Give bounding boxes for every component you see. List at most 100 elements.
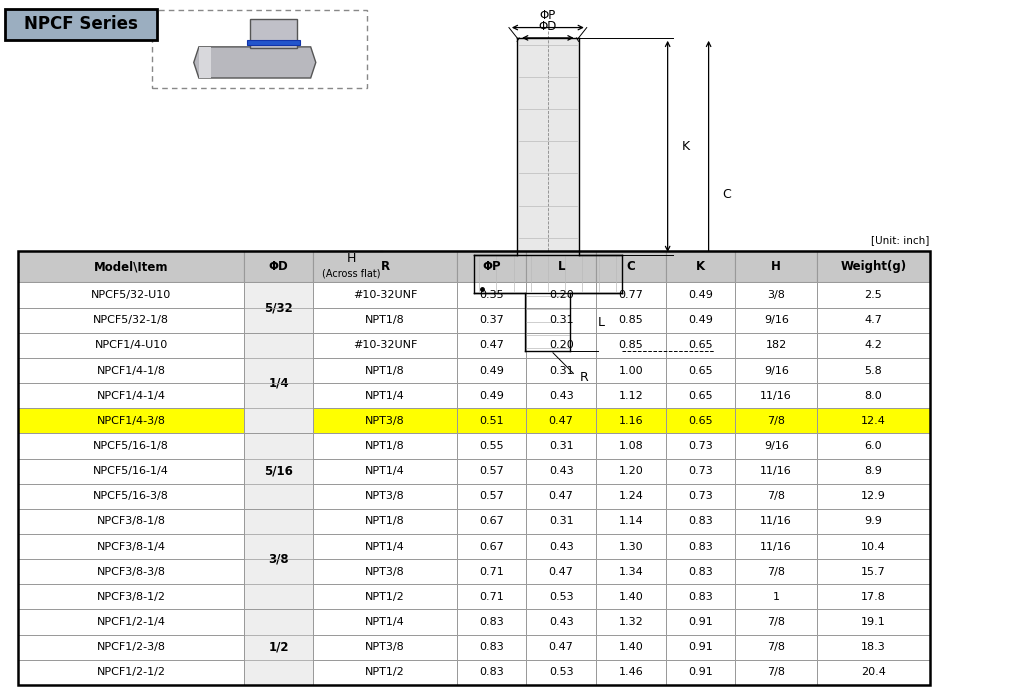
Bar bbox=[526, 610, 596, 635]
Text: 9/16: 9/16 bbox=[764, 365, 788, 376]
Bar bbox=[18, 358, 244, 383]
Text: 0.35: 0.35 bbox=[479, 290, 504, 300]
Text: 1.46: 1.46 bbox=[618, 667, 643, 677]
Bar bbox=[666, 408, 735, 433]
Text: 0.71: 0.71 bbox=[479, 566, 504, 577]
Bar bbox=[735, 408, 817, 433]
Bar bbox=[666, 534, 735, 559]
Text: NPCF5/32-U10: NPCF5/32-U10 bbox=[91, 290, 171, 300]
Text: 11/16: 11/16 bbox=[760, 466, 793, 476]
Bar bbox=[596, 660, 666, 685]
Bar bbox=[526, 433, 596, 459]
Bar bbox=[18, 383, 244, 408]
Bar bbox=[18, 635, 244, 660]
Bar bbox=[596, 459, 666, 484]
Text: 1.12: 1.12 bbox=[618, 391, 643, 401]
Text: 0.83: 0.83 bbox=[688, 516, 713, 526]
Bar bbox=[457, 559, 526, 584]
Bar bbox=[596, 610, 666, 635]
Text: 0.53: 0.53 bbox=[549, 592, 573, 602]
Bar bbox=[526, 534, 596, 559]
Text: 0.73: 0.73 bbox=[688, 441, 713, 451]
Bar bbox=[817, 660, 930, 685]
Bar bbox=[735, 333, 817, 358]
Text: 11/16: 11/16 bbox=[760, 542, 793, 552]
Text: 0.91: 0.91 bbox=[688, 667, 713, 677]
Bar bbox=[313, 559, 457, 584]
Text: 7/8: 7/8 bbox=[767, 491, 785, 502]
Text: NPCF5/16-1/8: NPCF5/16-1/8 bbox=[93, 441, 169, 451]
Text: 0.49: 0.49 bbox=[479, 365, 504, 376]
Bar bbox=[735, 635, 817, 660]
Text: NPT1/8: NPT1/8 bbox=[366, 365, 404, 376]
Bar bbox=[735, 484, 817, 508]
Text: 6.0: 6.0 bbox=[864, 441, 883, 451]
Text: #10-32UNF: #10-32UNF bbox=[353, 340, 417, 351]
Bar bbox=[244, 508, 313, 610]
Bar bbox=[244, 433, 313, 508]
Text: 1.14: 1.14 bbox=[618, 516, 643, 526]
Text: 4.7: 4.7 bbox=[864, 315, 883, 325]
Text: NPT1/4: NPT1/4 bbox=[366, 542, 404, 552]
Text: 0.43: 0.43 bbox=[549, 391, 573, 401]
Text: 7/8: 7/8 bbox=[767, 642, 785, 652]
Text: NPCF5/16-1/4: NPCF5/16-1/4 bbox=[93, 466, 169, 476]
Bar bbox=[457, 251, 526, 282]
Bar bbox=[457, 358, 526, 383]
Text: 19.1: 19.1 bbox=[861, 617, 886, 627]
Text: 12.9: 12.9 bbox=[861, 491, 886, 502]
Text: 0.47: 0.47 bbox=[479, 340, 504, 351]
Text: NPT1/4: NPT1/4 bbox=[366, 617, 404, 627]
Bar bbox=[244, 333, 313, 433]
Bar bbox=[18, 660, 244, 685]
Text: NPCF3/8-1/8: NPCF3/8-1/8 bbox=[96, 516, 166, 526]
Text: 4.2: 4.2 bbox=[864, 340, 883, 351]
Text: 18.3: 18.3 bbox=[861, 642, 886, 652]
Bar bbox=[735, 559, 817, 584]
Text: 0.67: 0.67 bbox=[479, 542, 504, 552]
Text: NPT1/4: NPT1/4 bbox=[366, 466, 404, 476]
Text: 0.83: 0.83 bbox=[688, 566, 713, 577]
Text: 0.83: 0.83 bbox=[688, 592, 713, 602]
Text: 1/4: 1/4 bbox=[268, 377, 289, 389]
Text: 3/8: 3/8 bbox=[268, 553, 289, 566]
Bar bbox=[596, 484, 666, 508]
Text: NPT1/4: NPT1/4 bbox=[366, 391, 404, 401]
Text: NPT3/8: NPT3/8 bbox=[366, 491, 404, 502]
Text: 1.40: 1.40 bbox=[618, 592, 643, 602]
Text: 2.5: 2.5 bbox=[864, 290, 883, 300]
Bar bbox=[817, 251, 930, 282]
Bar bbox=[18, 251, 244, 282]
Bar bbox=[735, 610, 817, 635]
Bar bbox=[526, 635, 596, 660]
Text: NPCF1/4-3/8: NPCF1/4-3/8 bbox=[96, 415, 166, 426]
Bar bbox=[526, 508, 596, 534]
Bar bbox=[457, 408, 526, 433]
Text: NPT1/8: NPT1/8 bbox=[366, 315, 404, 325]
Text: 0.83: 0.83 bbox=[479, 617, 504, 627]
Text: 11/16: 11/16 bbox=[760, 516, 793, 526]
Bar bbox=[596, 282, 666, 307]
Text: L: L bbox=[598, 316, 604, 329]
Text: NPCF5/16-3/8: NPCF5/16-3/8 bbox=[93, 491, 169, 502]
Bar bbox=[526, 282, 596, 307]
Text: 0.83: 0.83 bbox=[688, 542, 713, 552]
Bar bbox=[735, 307, 817, 333]
FancyBboxPatch shape bbox=[152, 10, 367, 88]
Bar bbox=[525, 293, 570, 351]
Text: 0.37: 0.37 bbox=[479, 315, 504, 325]
Bar bbox=[457, 459, 526, 484]
Text: 0.57: 0.57 bbox=[479, 491, 504, 502]
Text: 9/16: 9/16 bbox=[764, 441, 788, 451]
Bar bbox=[735, 282, 817, 307]
Bar bbox=[313, 408, 457, 433]
Bar bbox=[666, 333, 735, 358]
Text: 0.43: 0.43 bbox=[549, 466, 573, 476]
Bar bbox=[244, 251, 313, 282]
Text: 0.49: 0.49 bbox=[479, 391, 504, 401]
Text: 0.65: 0.65 bbox=[688, 340, 713, 351]
Bar bbox=[18, 282, 244, 307]
Text: L: L bbox=[557, 260, 565, 273]
Text: 3/8: 3/8 bbox=[767, 290, 785, 300]
Bar bbox=[666, 251, 735, 282]
